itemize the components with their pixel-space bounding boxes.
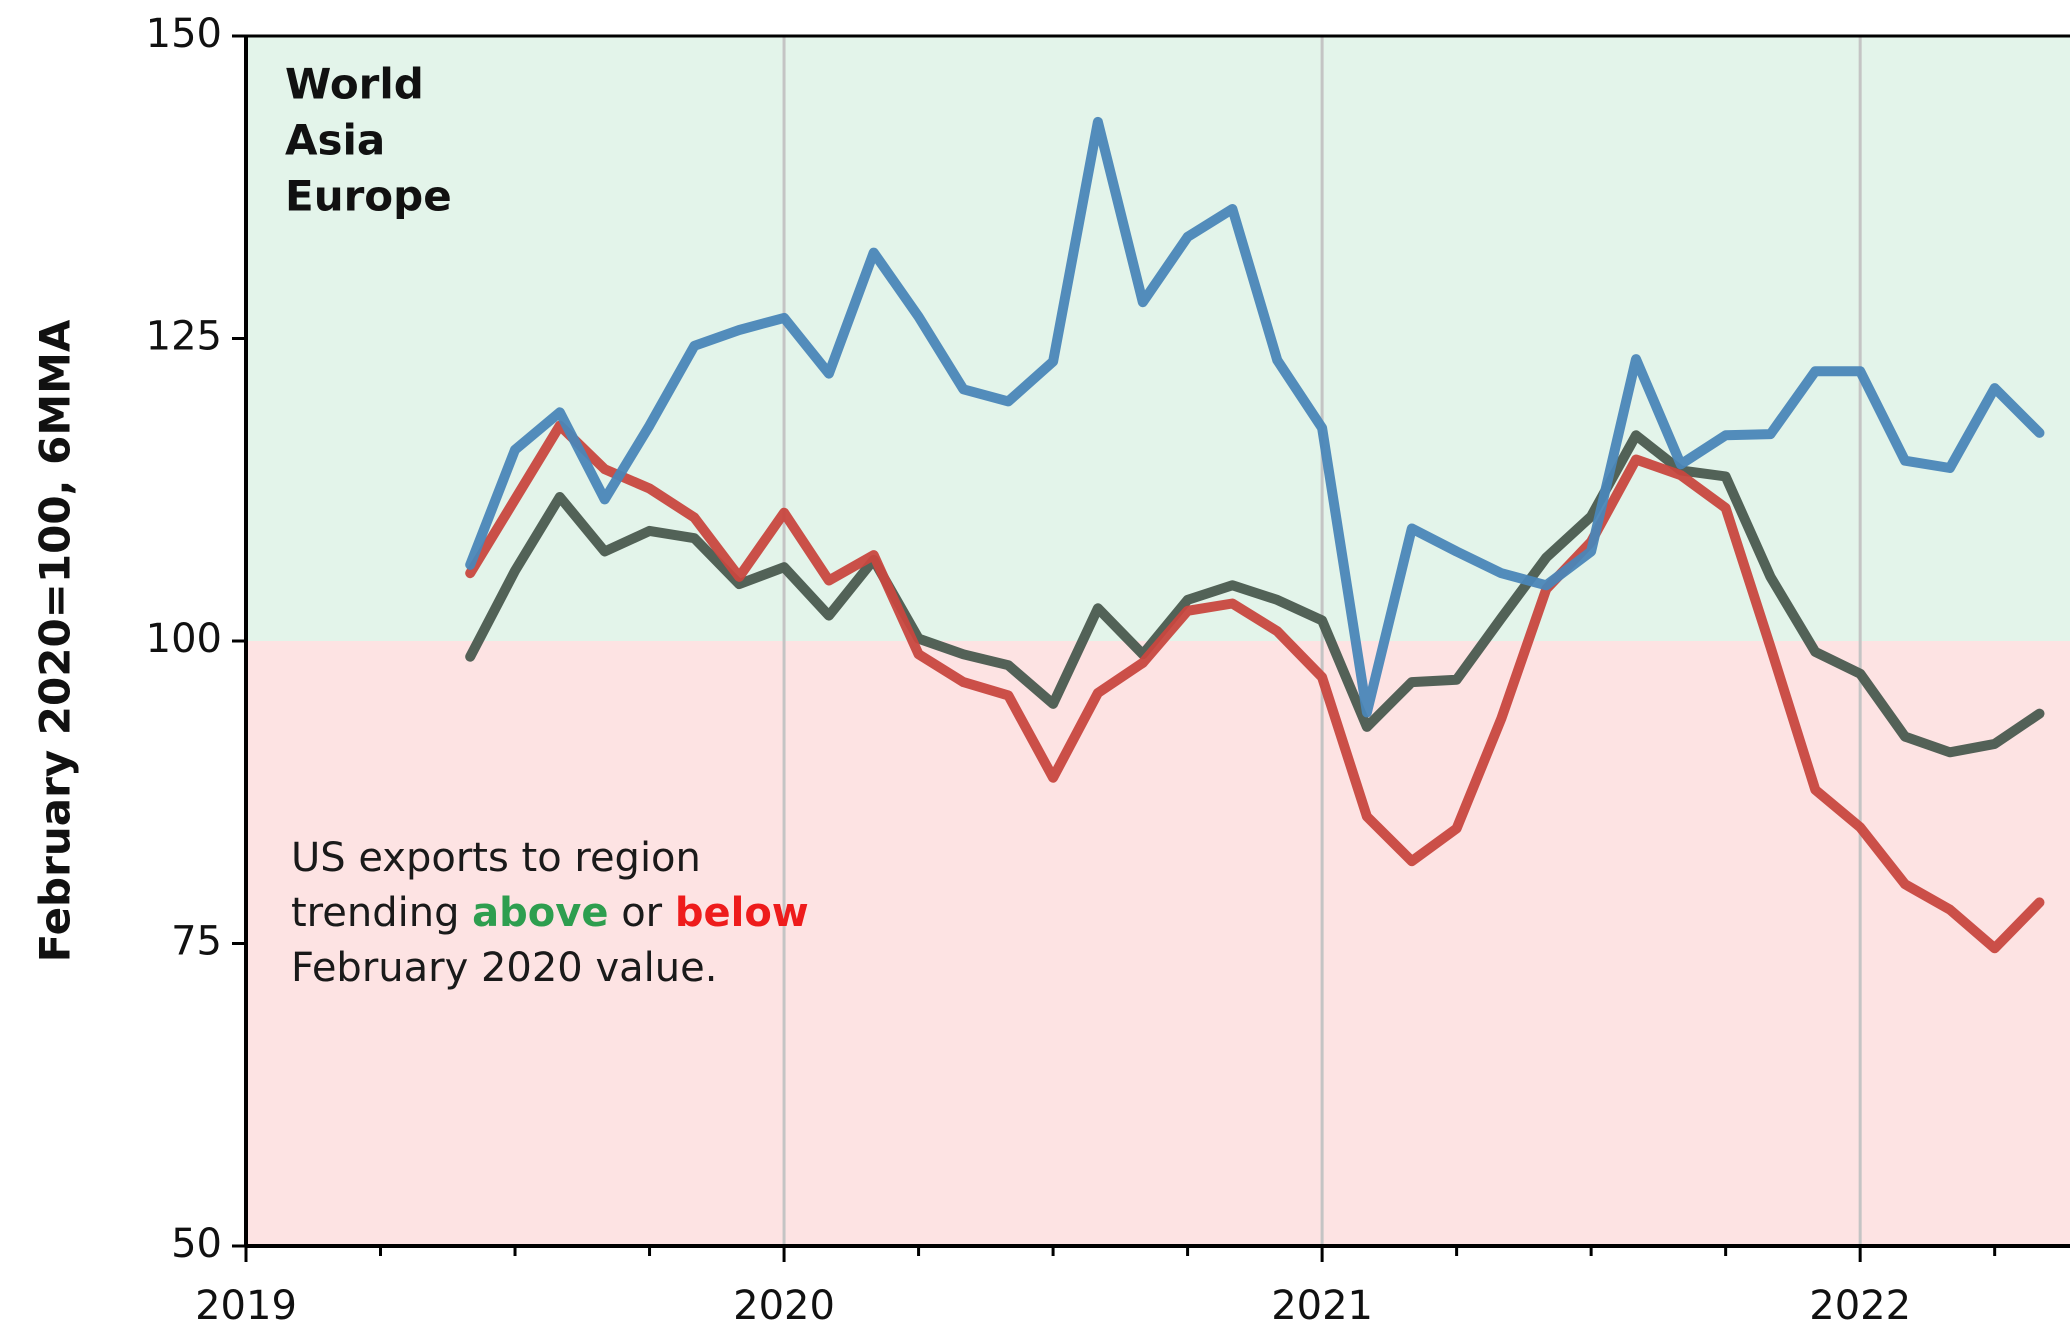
y-tick-label: 125: [146, 314, 222, 360]
legend-entry: Europe: [285, 172, 452, 221]
annotation-part: trending: [291, 890, 472, 936]
annotation-part: or: [608, 890, 674, 936]
annotation-part: US exports to region: [291, 835, 701, 881]
y-tick-label: 75: [171, 919, 222, 965]
annotation: trending above or below: [291, 890, 809, 936]
x-tick-label: 2021: [1271, 1283, 1373, 1329]
annotation-part: above: [472, 890, 608, 936]
series-line: [465, 116, 2045, 718]
x-tick-label: 2020: [733, 1283, 835, 1329]
annotation-part: February 2020 value.: [291, 945, 717, 991]
series-line: [465, 430, 2045, 758]
legend-entry: Asia: [285, 116, 385, 165]
annotation-part: below: [675, 890, 809, 936]
y-axis-label: February 2020=100, 6MMA: [31, 319, 80, 962]
y-tick-label: 100: [146, 616, 222, 662]
legend-entry: World: [285, 60, 424, 109]
annotation: February 2020 value.: [291, 945, 717, 991]
y-tick-label: 150: [146, 11, 222, 57]
below-band: [246, 641, 2070, 1246]
above-band: [246, 36, 2070, 641]
x-tick-label: 2019: [195, 1283, 297, 1329]
series-line: [465, 420, 2045, 954]
x-tick-label: 2022: [1809, 1283, 1911, 1329]
y-tick-label: 50: [171, 1221, 222, 1267]
annotation: US exports to region: [291, 835, 701, 881]
